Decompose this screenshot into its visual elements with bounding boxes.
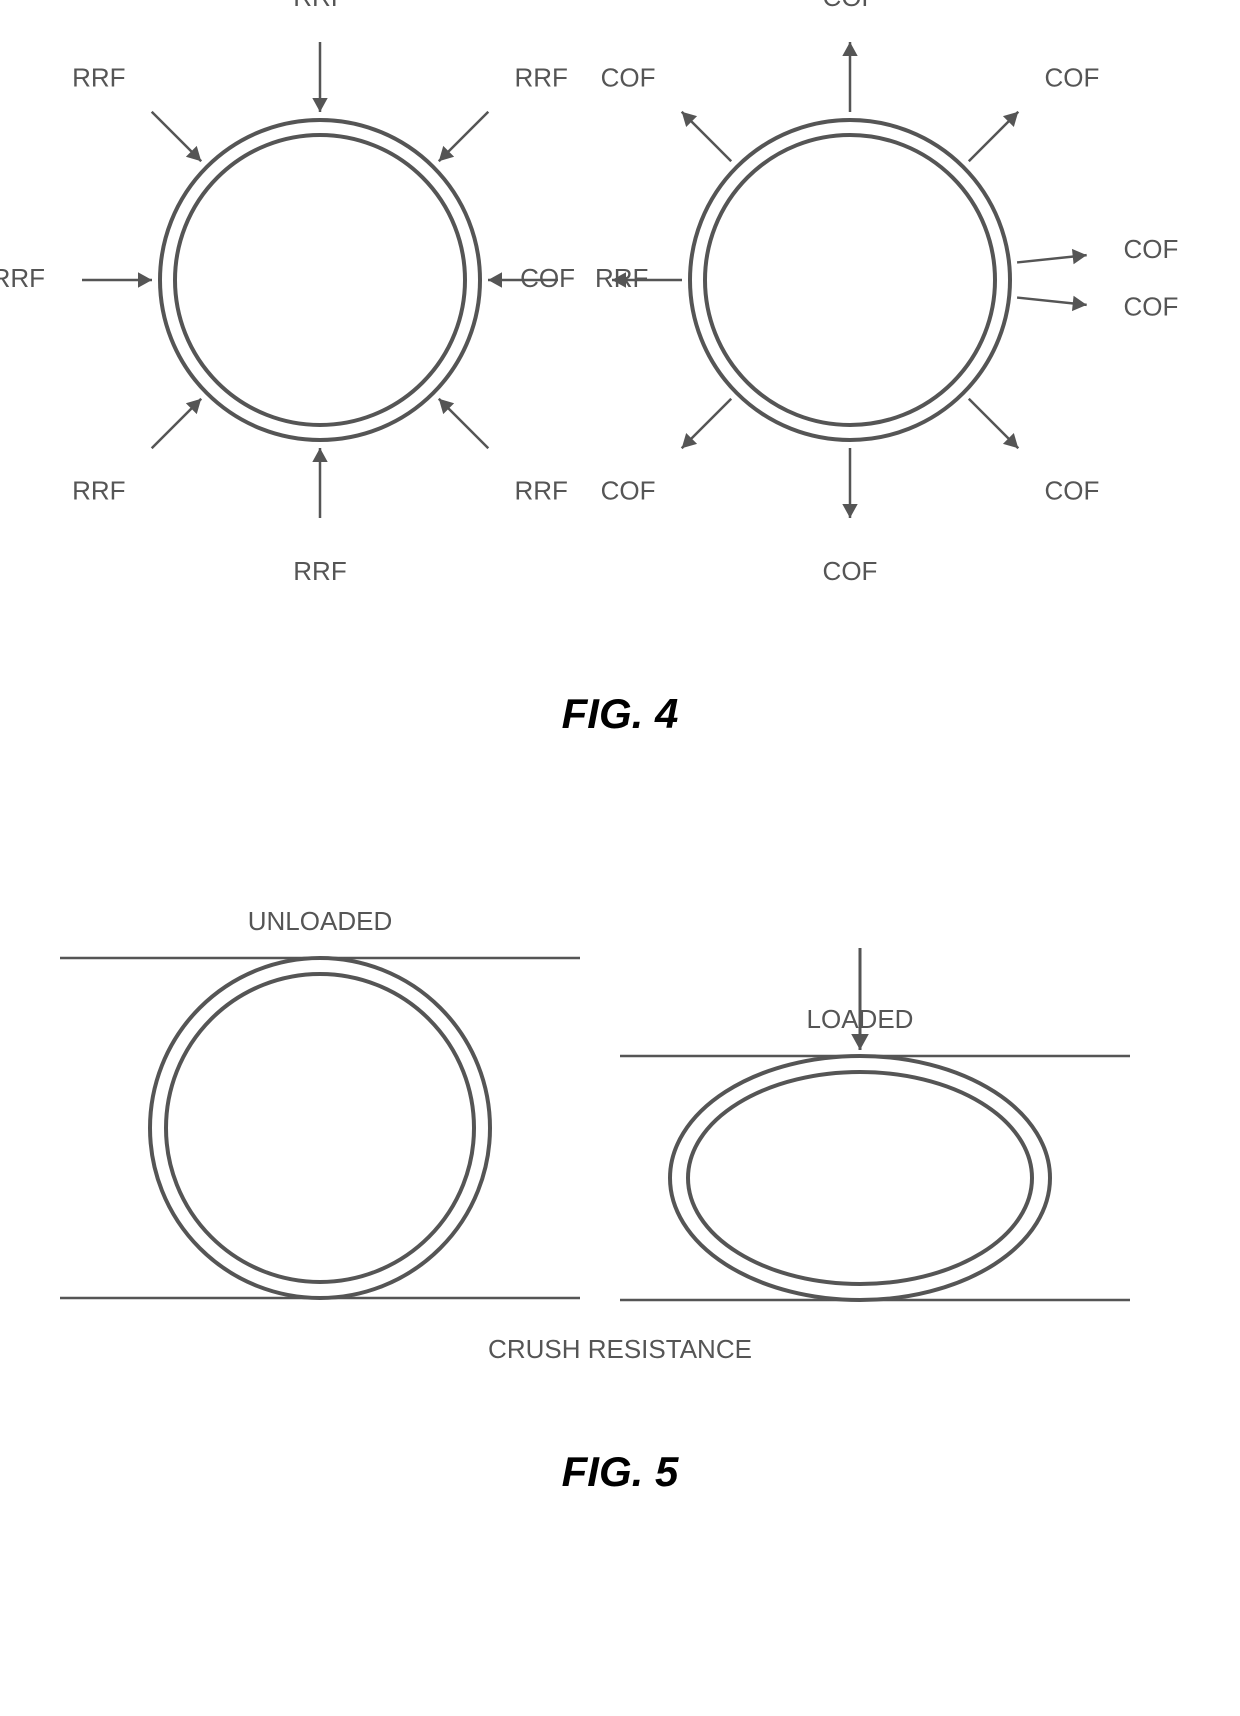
cof-label: COF [1123, 292, 1178, 322]
cof-arrow-head [1072, 296, 1087, 311]
load-arrow-head [851, 1034, 869, 1050]
fig4-diagram: RRFRRFRRFRRFRRFRRFRRFRRFCOFCOFCOFCOFCOFC… [0, 0, 1240, 620]
rrf-label: RRF [293, 556, 346, 586]
rrf-outer-ring [160, 120, 480, 440]
rrf-arrow-head [138, 272, 152, 287]
fig4-caption: FIG. 4 [0, 690, 1240, 738]
cof-arrow-head [842, 504, 857, 518]
rrf-label: RRF [514, 475, 567, 505]
rrf-label: RRF [293, 0, 346, 12]
cof-arrow-head [842, 42, 857, 56]
crush-resistance-title: CRUSH RESISTANCE [488, 1334, 752, 1364]
rrf-label: RRF [72, 475, 125, 505]
unloaded-outer-ring [150, 958, 490, 1298]
rrf-label: RRF [72, 62, 125, 92]
cof-label: COF [823, 556, 878, 586]
cof-label: COF [1123, 234, 1178, 264]
cof-inner-ring [705, 135, 995, 425]
rrf-label: RRF [0, 263, 45, 293]
rrf-inner-ring [175, 135, 465, 425]
cof-arrow-head [1072, 249, 1087, 264]
unloaded-state-label: UNLOADED [248, 906, 392, 936]
cof-outer-ring [690, 120, 1010, 440]
cof-label: COF [601, 475, 656, 505]
rrf-label: RRF [514, 62, 567, 92]
fig5-diagram: UNLOADEDLOADEDCRUSH RESISTANCE [0, 848, 1240, 1408]
loaded-inner-ring [688, 1072, 1032, 1284]
cof-label: COF [1044, 62, 1099, 92]
cof-label: COF [1044, 475, 1099, 505]
cof-label: COF [823, 0, 878, 12]
cof-label: COF [520, 263, 575, 293]
unloaded-inner-ring [166, 974, 474, 1282]
rrf-arrow-head [312, 98, 327, 112]
loaded-outer-ring [670, 1056, 1050, 1300]
rrf-arrow-head [488, 272, 502, 287]
cof-label: COF [601, 62, 656, 92]
rrf-arrow-head [312, 448, 327, 462]
fig5-caption: FIG. 5 [0, 1448, 1240, 1496]
